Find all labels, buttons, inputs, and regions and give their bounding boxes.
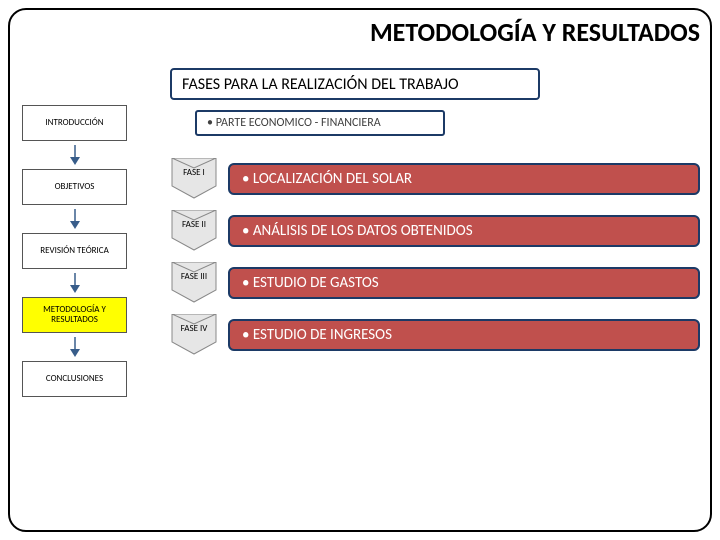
phase-row: FASE III • ESTUDIO DE GASTOS [170,262,700,304]
nav-arrow-icon [22,273,127,293]
econ-text: • PARTE ECONOMICO - FINANCIERA [207,116,381,130]
nav-arrow-icon [22,209,127,229]
phase-bar: • LOCALIZACIÓN DEL SOLAR [228,163,700,195]
phase-badge: FASE II [170,210,218,252]
phase-badge-label: FASE IV [170,324,218,334]
econ-box: • PARTE ECONOMICO - FINANCIERA [195,110,445,136]
phase-list: FASE I • LOCALIZACIÓN DEL SOLAR FASE II … [170,158,700,366]
nav-arrow-icon [22,337,127,357]
phase-text: • ANÁLISIS DE LOS DATOS OBTENIDOS [242,222,473,240]
chevron-down-icon [170,210,218,252]
subtitle-text: FASES PARA LA REALIZACIÓN DEL TRABAJO [182,75,459,94]
phase-badge: FASE III [170,262,218,304]
chevron-down-icon [170,262,218,304]
nav-label: OBJETIVOS [55,182,95,192]
chevron-down-icon [170,158,218,200]
nav-item-objetivos[interactable]: OBJETIVOS [22,169,127,205]
sidebar-nav: INTRODUCCIÓN OBJETIVOS REVISIÓN TEÓRICA … [22,105,127,431]
phase-badge: FASE I [170,158,218,200]
phase-badge: FASE IV [170,314,218,356]
subtitle-box: FASES PARA LA REALIZACIÓN DEL TRABAJO [170,68,540,100]
phase-bar: • ESTUDIO DE GASTOS [228,267,700,299]
phase-bar: • ANÁLISIS DE LOS DATOS OBTENIDOS [228,215,700,247]
phase-badge-label: FASE III [170,272,218,282]
phase-text: • LOCALIZACIÓN DEL SOLAR [242,170,412,188]
nav-item-introduccion[interactable]: INTRODUCCIÓN [22,105,127,141]
nav-item-metodologia[interactable]: METODOLOGÍA Y RESULTADOS [22,297,127,333]
nav-item-conclusiones[interactable]: CONCLUSIONES [22,361,127,397]
phase-text: • ESTUDIO DE INGRESOS [242,326,392,344]
nav-label: METODOLOGÍA Y RESULTADOS [25,305,124,325]
phase-text: • ESTUDIO DE GASTOS [242,274,379,292]
phase-row: FASE I • LOCALIZACIÓN DEL SOLAR [170,158,700,200]
nav-label: INTRODUCCIÓN [45,118,103,128]
page-title: METODOLOGÍA Y RESULTADOS [320,16,700,48]
nav-item-revision[interactable]: REVISIÓN TEÓRICA [22,233,127,269]
phase-row: FASE II • ANÁLISIS DE LOS DATOS OBTENIDO… [170,210,700,252]
phase-row: FASE IV • ESTUDIO DE INGRESOS [170,314,700,356]
chevron-down-icon [170,314,218,356]
nav-label: REVISIÓN TEÓRICA [40,246,109,256]
nav-label: CONCLUSIONES [46,374,103,384]
nav-arrow-icon [22,145,127,165]
phase-badge-label: FASE II [170,220,218,230]
phase-bar: • ESTUDIO DE INGRESOS [228,319,700,351]
phase-badge-label: FASE I [170,168,218,178]
